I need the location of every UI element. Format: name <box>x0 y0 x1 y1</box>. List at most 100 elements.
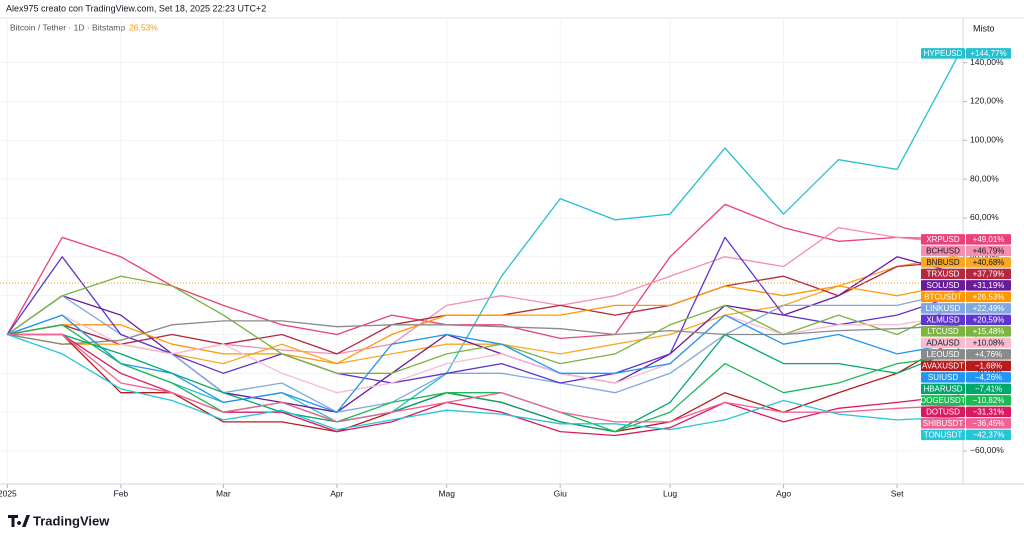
x-tick-label: Mar <box>216 488 231 498</box>
y-tick-label: 100,00% <box>970 135 1004 145</box>
scale-label: Misto <box>973 23 995 33</box>
x-tick-label: Ago <box>776 488 791 498</box>
series-line <box>7 282 960 365</box>
y-tick-label: 60,00% <box>970 212 999 222</box>
badge-value-box <box>966 326 1011 337</box>
legend-entry: AVAXUSDT <box>922 361 964 370</box>
legend-entry: SUIUSD <box>928 373 958 382</box>
badge-name-box <box>921 245 965 257</box>
badge-name-box <box>921 48 965 59</box>
legend-entry: LINKUSD <box>926 304 961 313</box>
series-line <box>7 324 960 433</box>
badge-value-box <box>966 418 1011 429</box>
badge-value-box <box>966 360 1011 372</box>
series-line <box>7 333 960 433</box>
badge-value-box <box>966 406 1011 418</box>
badge-name-box <box>921 349 965 360</box>
badge-name-box <box>921 383 965 395</box>
brand: TradingView <box>33 513 110 528</box>
badge-value-box <box>966 291 1011 303</box>
last-value-label: −31,31% <box>973 407 1005 416</box>
badge-name-box <box>921 268 965 280</box>
series-line <box>6 203 960 340</box>
series-line <box>7 320 960 345</box>
last-value-label: −36,45% <box>973 419 1005 428</box>
y-tick-label: −60,00% <box>970 445 1004 455</box>
legend-entry: ADAUSD <box>926 338 960 347</box>
x-tick-label: Set <box>891 488 904 498</box>
last-value-label: +10,08% <box>973 338 1005 347</box>
legend-entry: TRXUSD <box>927 269 960 278</box>
legend-entry: HYPEUSD <box>924 49 963 58</box>
plot-area <box>0 53 963 437</box>
badge-value-box <box>966 234 1011 245</box>
subtitle: Bitcoin / Tether · 1D · Bitstamp <box>10 22 125 32</box>
last-value-label: −4,26% <box>975 373 1002 382</box>
legend-entry: LTCUSD <box>927 327 959 336</box>
last-value-label: +22,49% <box>973 304 1005 313</box>
badge-name-box <box>921 406 965 418</box>
legend-entry: DOTUSD <box>926 407 960 416</box>
x-tick-label: Mag <box>438 488 455 498</box>
x-tick-label: Apr <box>330 488 343 498</box>
series-line <box>7 333 960 431</box>
legend-entry: XLMUSD <box>926 315 960 324</box>
series-line <box>6 275 960 374</box>
badge-value-box <box>966 395 1011 406</box>
badge-name-box <box>921 314 965 326</box>
series-line <box>7 333 960 433</box>
y-tick-label: 80,00% <box>970 173 999 183</box>
badge-value-box <box>966 245 1011 257</box>
badge-name-box <box>921 280 965 291</box>
last-value-label: +20,59% <box>973 315 1005 324</box>
series-line <box>6 236 960 384</box>
badge-value-box <box>966 48 1011 59</box>
series-line <box>7 314 960 413</box>
badge-value-box <box>966 303 1011 314</box>
last-value-label: +144,77% <box>970 49 1006 58</box>
last-value-label: +49,01% <box>973 235 1005 244</box>
legend-entry: HBARUSD <box>923 384 962 393</box>
badge-name-box <box>921 326 965 337</box>
chart-title: Alex975 creato con TradingView.com, Set … <box>6 3 266 13</box>
legend-entry: TONUSDT <box>924 430 963 439</box>
x-tick-label: Giu <box>554 488 568 498</box>
badge-name-box <box>921 360 965 372</box>
badge-name-box <box>921 234 965 245</box>
legend-entry: DOGEUSDT <box>920 396 965 405</box>
subtitle-value: 26,53% <box>129 22 158 32</box>
legend-entry: BCHUSD <box>926 246 960 255</box>
last-value-label: +26,53% <box>973 292 1005 301</box>
x-tick-label: Feb <box>114 488 129 498</box>
badge-name-box <box>921 418 965 429</box>
legend-entry: SOLUSD <box>927 281 960 290</box>
series-line <box>6 256 960 413</box>
last-value-label: +46,79% <box>973 246 1005 255</box>
badge-value-box <box>966 429 1011 441</box>
legend-entry: BTCUSDT <box>924 292 962 301</box>
last-value-label: +4,76% <box>975 350 1002 359</box>
badge-value-box <box>966 372 1011 383</box>
last-value-label: −1,68% <box>975 361 1002 370</box>
last-value-label: −7,41% <box>975 384 1002 393</box>
badges: HYPEUSD +144,77% XRPUSD +49,01% BCHUSD +46,79… <box>920 48 1011 441</box>
badge-value-box <box>966 349 1011 360</box>
series-line <box>7 333 960 437</box>
x-tick-label: 2025 <box>0 488 17 498</box>
brand-logo <box>8 515 30 527</box>
badge-value-box <box>966 337 1011 349</box>
legend-entry: LEOUSD <box>927 350 960 359</box>
last-value-label: −10,82% <box>973 396 1005 405</box>
badge-value-box <box>966 280 1011 291</box>
badge-value-box <box>966 314 1011 326</box>
y-tick-label: 140,00% <box>970 57 1004 67</box>
badge-name-box <box>921 429 965 441</box>
badge-name-box <box>921 337 965 349</box>
badge-name-box <box>921 303 965 314</box>
grid: 140,00%120,00%100,00%80,00%60,00%40,00%2… <box>0 18 1004 498</box>
last-value-label: +15,48% <box>973 327 1005 336</box>
badge-value-box <box>966 268 1011 280</box>
